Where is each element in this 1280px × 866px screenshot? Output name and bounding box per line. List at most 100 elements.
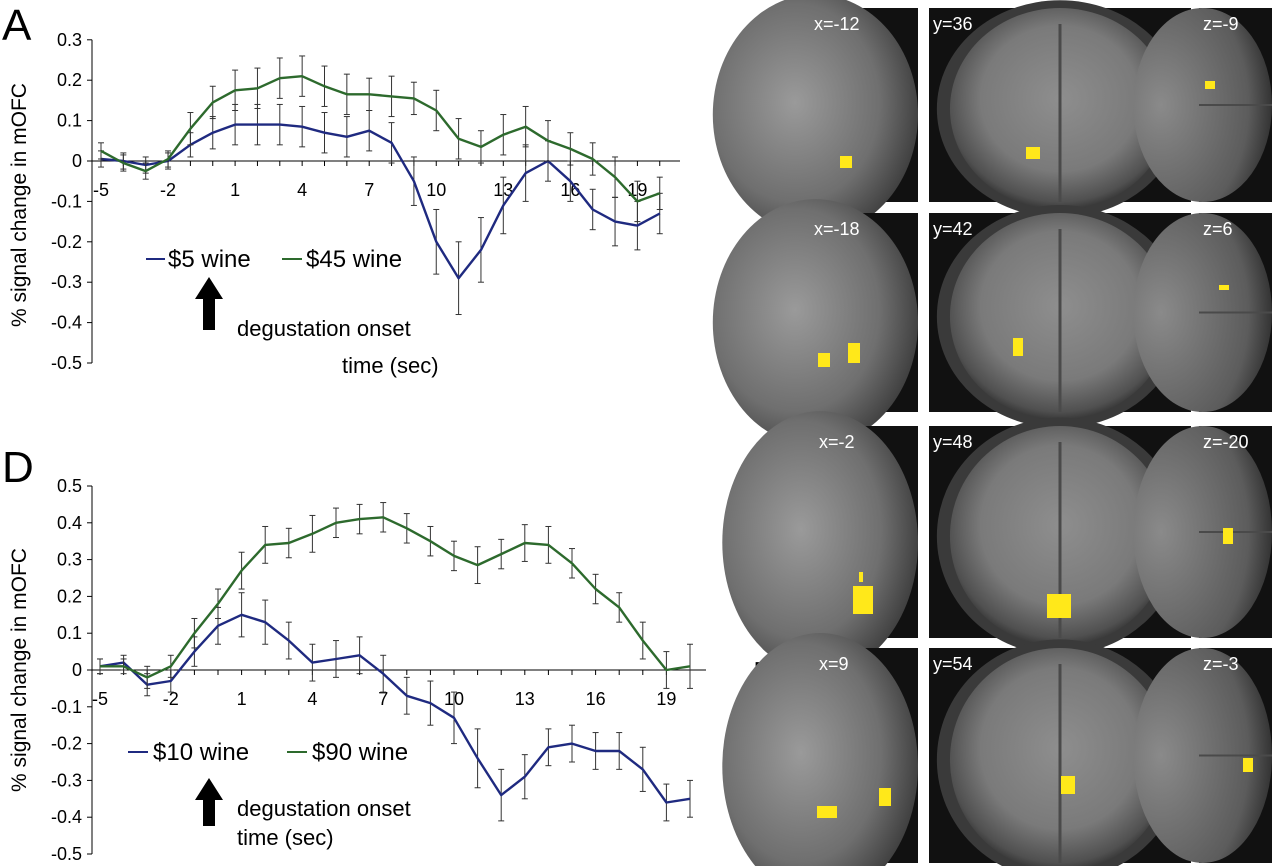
slice-coordinate-label: y=42 xyxy=(933,219,973,239)
chart-A-xlabel: time (sec) xyxy=(342,353,439,378)
panel-label-D: D xyxy=(2,443,34,492)
chart-D-xlabel: time (sec) xyxy=(237,825,334,850)
brain-row-C: x=-18 y=42 z=6 xyxy=(712,199,1272,446)
brain-row-B: x=-12 y=36 z=-9 xyxy=(712,0,1272,235)
x-tick-label: -5 xyxy=(93,180,109,200)
x-tick-label: 13 xyxy=(515,689,535,709)
slice-coordinate-label: z=6 xyxy=(1203,219,1233,239)
series-1 xyxy=(98,55,663,223)
sagittal-slice: x=-18 xyxy=(712,199,919,446)
x-tick-label: 10 xyxy=(426,180,446,200)
slice-coordinate-label: y=54 xyxy=(933,654,973,674)
x-tick-label: 1 xyxy=(230,180,240,200)
slice-coordinate-label: y=48 xyxy=(933,432,973,452)
chart-D-ylabel: % signal change in mOFC xyxy=(8,548,31,792)
activation-blob xyxy=(817,806,837,818)
brain-shape xyxy=(712,0,918,235)
x-tick-label: -2 xyxy=(160,180,176,200)
x-tick-label: 7 xyxy=(378,689,388,709)
panel-label-A: A xyxy=(2,1,32,50)
series-line xyxy=(100,123,661,280)
axial-slice: z=-3 xyxy=(1133,648,1272,863)
sagittal-slice: x=-12 xyxy=(712,0,918,235)
slice-coordinate-label: z=-20 xyxy=(1203,432,1249,452)
y-tick-label: -0.1 xyxy=(51,191,82,211)
brain-shape xyxy=(712,199,919,446)
activation-blob xyxy=(818,353,830,367)
y-tick-label: 0.2 xyxy=(57,586,82,606)
arrow-icon xyxy=(195,277,223,330)
axial-slice: z=-20 xyxy=(1133,426,1272,638)
chart-D-legend: $10 wine $90 wine xyxy=(128,739,408,766)
activation-blob xyxy=(1047,594,1071,618)
slice-coordinate-label: x=-12 xyxy=(814,14,860,34)
y-tick-label: 0.4 xyxy=(57,513,82,533)
y-tick-label: -0.2 xyxy=(51,232,82,252)
y-tick-label: -0.3 xyxy=(51,770,82,790)
y-tick-label: -0.4 xyxy=(51,807,82,827)
chart-A-ylabel: % signal change in mOFC xyxy=(8,83,31,327)
x-tick-label: 4 xyxy=(297,180,307,200)
y-tick-label: 0 xyxy=(72,151,82,171)
activation-blob xyxy=(840,156,852,168)
legend-label-cheap-D: $10 wine xyxy=(153,739,249,766)
y-tick-label: 0 xyxy=(72,660,82,680)
slice-coordinate-label: z=-9 xyxy=(1203,14,1239,34)
activation-blob xyxy=(853,586,873,614)
activation-blob xyxy=(859,572,863,582)
chart-A-series xyxy=(98,55,663,316)
sagittal-slice: x=9 xyxy=(722,632,918,866)
x-tick-label: 1 xyxy=(237,689,247,709)
x-tick-label: 16 xyxy=(586,689,606,709)
axial-slice: z=-9 xyxy=(1133,8,1272,202)
chart-A: 0.3 0.2 0.1 0 -0.1 -0.2 -0.3 -0.4 -0.5 -5 -2 1 4 7 10… xyxy=(8,30,680,378)
x-tick-label: -5 xyxy=(92,689,108,709)
activation-blob xyxy=(1223,528,1233,544)
activation-blob xyxy=(1026,147,1040,159)
series-0 xyxy=(97,592,693,822)
series-1 xyxy=(97,502,693,689)
chart-D: 0.5 0.4 0.3 0.2 0.1 0 -0.1 -0.2 -0.3 -0.4 -0.5 -5 -… xyxy=(8,476,706,864)
slice-coordinate-label: x=9 xyxy=(819,654,849,674)
chart-A-legend: $5 wine $45 wine xyxy=(146,246,402,273)
y-tick-label: 0.1 xyxy=(57,623,82,643)
chart-D-series xyxy=(97,502,693,822)
activation-blob xyxy=(1013,338,1023,356)
legend-label-expensive-D: $90 wine xyxy=(312,739,408,766)
y-tick-label: 0.2 xyxy=(57,70,82,90)
slice-coordinate-label: x=-18 xyxy=(814,219,860,239)
slice-coordinate-label: x=-2 xyxy=(819,432,855,452)
brain-row-F: x=9 y=54 z=-3 xyxy=(722,632,1272,866)
activation-blob xyxy=(1205,81,1215,89)
chart-A-xticks: -5 -2 1 4 7 10 13 16 19 xyxy=(93,161,661,200)
brain-shape xyxy=(722,632,918,866)
arrow-icon xyxy=(195,778,223,826)
y-tick-label: 0.5 xyxy=(57,476,82,496)
y-tick-label: -0.4 xyxy=(51,313,82,333)
slice-coordinate-label: y=36 xyxy=(933,14,973,34)
slice-coordinate-label: z=-3 xyxy=(1203,654,1239,674)
chart-A-yticks: 0.3 0.2 0.1 0 -0.1 -0.2 -0.3 -0.4 -0.5 xyxy=(51,30,92,373)
series-0 xyxy=(98,103,663,316)
x-tick-label: -2 xyxy=(163,689,179,709)
y-tick-label: -0.1 xyxy=(51,697,82,717)
chart-D-yticks: 0.5 0.4 0.3 0.2 0.1 0 -0.1 -0.2 -0.3 -0.4 -0.5 xyxy=(51,476,92,864)
series-line xyxy=(100,74,661,203)
chart-A-annotation: degustation onset xyxy=(237,316,411,341)
coronal-slice: y=36 xyxy=(929,0,1191,218)
y-tick-label: -0.5 xyxy=(51,844,82,864)
activation-blob xyxy=(1219,285,1229,290)
y-tick-label: 0.3 xyxy=(57,550,82,570)
chart-D-xticks: -5 -2 1 4 7 10 13 16 19 xyxy=(92,670,691,709)
axial-slice: z=6 xyxy=(1133,213,1272,412)
brain-row-E: x=-2 y=48 z=-20 xyxy=(722,411,1272,675)
chart-D-annotation: degustation onset xyxy=(237,796,411,821)
x-tick-label: 7 xyxy=(364,180,374,200)
legend-label-cheap: $5 wine xyxy=(168,246,251,273)
y-tick-label: 0.3 xyxy=(57,30,82,50)
activation-blob xyxy=(1243,758,1253,772)
x-tick-label: 4 xyxy=(307,689,317,709)
chart-A-axes xyxy=(91,39,680,363)
y-tick-label: -0.3 xyxy=(51,272,82,292)
